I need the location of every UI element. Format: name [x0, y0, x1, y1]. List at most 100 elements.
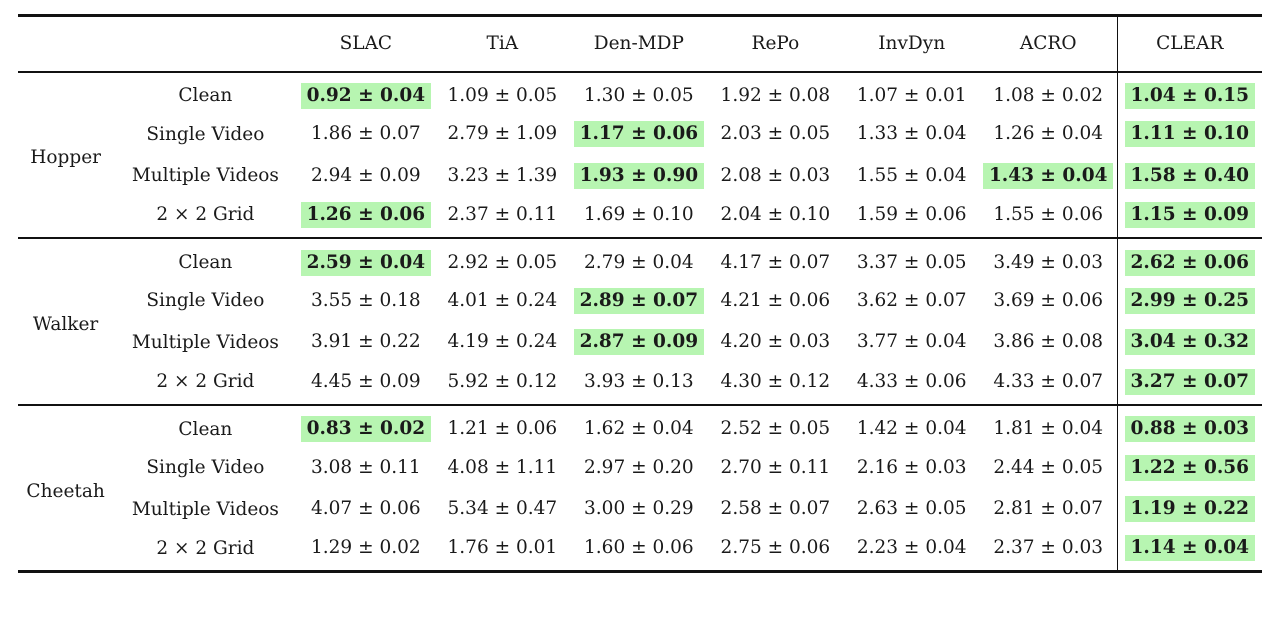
cell-repo: 2.58 ± 0.07: [707, 488, 843, 530]
best-value: 2.62 ± 0.06: [1124, 249, 1256, 276]
best-value: 2.99 ± 0.25: [1124, 287, 1256, 314]
value: 1.92 ± 0.08: [720, 84, 831, 106]
cell-invdyn: 2.23 ± 0.04: [844, 530, 980, 572]
value: 2.58 ± 0.07: [720, 498, 831, 520]
condition-label: Clean: [178, 85, 233, 107]
header-invdyn: InvDyn: [878, 33, 946, 55]
best-value: 1.58 ± 0.40: [1124, 162, 1256, 189]
cell-tia: 2.79 ± 1.09: [434, 113, 570, 155]
cell-invdyn: 2.63 ± 0.05: [844, 488, 980, 530]
best-value: 1.11 ± 0.10: [1124, 121, 1256, 148]
value: 4.30 ± 0.12: [720, 370, 831, 392]
value: 1.42 ± 0.04: [856, 418, 967, 440]
value: 2.97 ± 0.20: [584, 456, 694, 478]
cell-invdyn: 2.16 ± 0.03: [844, 447, 980, 489]
header-empty-condition: [113, 16, 297, 72]
value: 3.00 ± 0.29: [584, 498, 694, 520]
value: 1.08 ± 0.02: [993, 84, 1104, 106]
value: 2.79 ± 0.04: [584, 251, 694, 273]
cell-invdyn: 3.62 ± 0.07: [844, 280, 980, 322]
cell-den-mdp: 1.30 ± 0.05: [571, 72, 708, 114]
value: 1.21 ± 0.06: [447, 418, 558, 440]
cell-repo: 2.03 ± 0.05: [707, 113, 843, 155]
cell-den-mdp: 1.17 ± 0.06: [571, 113, 708, 155]
cell-clear: 2.99 ± 0.25: [1116, 279, 1262, 322]
cell-den-mdp: 2.87 ± 0.09: [571, 322, 708, 364]
cell-den-mdp: 1.60 ± 0.06: [571, 530, 708, 572]
value: 1.59 ± 0.06: [856, 203, 967, 225]
cell-tia: 3.23 ± 1.39: [434, 155, 570, 197]
cell-den-mdp: 2.97 ± 0.20: [571, 447, 708, 489]
cell-repo: 2.08 ± 0.03: [707, 155, 843, 197]
table-row: Multiple Videos 3.91 ± 0.22 4.19 ± 0.24 2.8…: [18, 321, 1262, 364]
table-row: Single Video 1.86 ± 0.07 2.79 ± 1.09 1.17 ±…: [18, 113, 1262, 155]
table-row: Hopper Clean 0.92 ± 0.04 1.09 ± 0.05 1.30 ± …: [18, 71, 1262, 168]
best-value: 1.19 ± 0.22: [1124, 496, 1256, 523]
value: 1.62 ± 0.04: [584, 418, 694, 440]
cell-tia: 5.34 ± 0.47: [434, 488, 570, 530]
group-walker: Walker Clean 2.59 ± 0.04 2.92 ± 0.05 2.79 ± …: [18, 238, 1262, 405]
cell-slac: 2.59 ± 0.04: [298, 238, 435, 280]
cell-den-mdp: 2.79 ± 0.04: [571, 238, 708, 280]
value: 2.04 ± 0.10: [720, 203, 831, 225]
cell-den-mdp: 1.62 ± 0.04: [571, 405, 708, 447]
value: 1.26 ± 0.04: [993, 123, 1104, 145]
condition-label: Single Video: [146, 123, 265, 145]
value: 1.29 ± 0.02: [311, 537, 421, 559]
value: 5.34 ± 0.47: [447, 498, 558, 520]
value: 3.69 ± 0.06: [993, 289, 1104, 311]
value: 2.75 ± 0.06: [720, 537, 831, 559]
table-row: 2 × 2 Grid 1.26 ± 0.06 2.37 ± 0.11 1.69 ± 0…: [18, 196, 1262, 239]
cell-acro: 2.37 ± 0.03: [980, 530, 1117, 572]
value: 1.60 ± 0.06: [584, 537, 694, 559]
cell-repo: 2.70 ± 0.11: [707, 447, 843, 489]
table-row: Cheetah Clean 0.83 ± 0.02 1.21 ± 0.06 1.62 ±…: [18, 405, 1262, 502]
group-cheetah: Cheetah Clean 0.83 ± 0.02 1.21 ± 0.06 1.62 ±…: [18, 405, 1262, 572]
cell-den-mdp: 3.00 ± 0.29: [571, 488, 708, 530]
table-header: SLAC TiA Den-MDP RePo InvDyn ACRO CLEAR: [18, 15, 1262, 72]
table-row: 2 × 2 Grid 4.45 ± 0.09 5.92 ± 0.12 3.93 ± 0…: [18, 363, 1262, 405]
table-row: Multiple Videos 4.07 ± 0.06 5.34 ± 0.47 3.0…: [18, 488, 1262, 531]
cell-acro: 1.26 ± 0.04: [980, 113, 1117, 155]
value: 1.55 ± 0.04: [856, 164, 967, 186]
cell-acro: 1.08 ± 0.02: [980, 72, 1117, 114]
cell-slac: 3.08 ± 0.11: [298, 447, 435, 489]
condition-label: Single Video: [146, 457, 265, 479]
value: 1.81 ± 0.04: [993, 418, 1104, 440]
condition-label: 2 × 2 Grid: [156, 204, 255, 226]
value: 4.19 ± 0.24: [447, 331, 558, 353]
cell-acro: 3.86 ± 0.08: [980, 322, 1117, 364]
cell-tia: 5.92 ± 0.12: [434, 363, 570, 405]
table-row: Walker Clean 2.59 ± 0.04 2.92 ± 0.05 2.79 ± …: [18, 238, 1262, 335]
cell-clear: 3.27 ± 0.07: [1116, 363, 1262, 405]
cell-repo: 4.21 ± 0.06: [707, 280, 843, 322]
best-value: 2.59 ± 0.04: [300, 249, 432, 276]
cell-clear: 1.58 ± 0.40: [1116, 154, 1262, 197]
cell-clear: 1.04 ± 0.15: [1116, 71, 1262, 114]
value: 2.70 ± 0.11: [720, 456, 831, 478]
cell-acro: 3.69 ± 0.06: [980, 280, 1117, 322]
cell-tia: 4.01 ± 0.24: [434, 280, 570, 322]
header-empty-group: [18, 16, 113, 72]
best-value: 0.83 ± 0.02: [300, 416, 432, 443]
value: 1.55 ± 0.06: [993, 203, 1104, 225]
cell-acro: 4.33 ± 0.07: [980, 363, 1117, 405]
cell-clear: 1.15 ± 0.09: [1116, 196, 1262, 239]
header-den-mdp: Den-MDP: [593, 33, 684, 55]
condition-label: Multiple Videos: [131, 165, 279, 187]
condition-label: 2 × 2 Grid: [156, 537, 255, 559]
cell-tia: 1.09 ± 0.05: [434, 72, 570, 114]
group-hopper: Hopper Clean 0.92 ± 0.04 1.09 ± 0.05 1.30 ± …: [18, 71, 1262, 239]
table-row: Multiple Videos 2.94 ± 0.09 3.23 ± 1.39 1.9…: [18, 154, 1262, 197]
header-slac: SLAC: [339, 33, 393, 55]
value: 3.08 ± 0.11: [311, 456, 421, 478]
best-value: 1.26 ± 0.06: [300, 201, 432, 228]
cell-invdyn: 4.33 ± 0.06: [844, 363, 980, 405]
cell-invdyn: 1.55 ± 0.04: [844, 155, 980, 197]
value: 4.01 ± 0.24: [447, 289, 558, 311]
cell-tia: 4.08 ± 1.11: [434, 447, 570, 489]
cell-clear: 2.62 ± 0.06: [1116, 238, 1262, 280]
table-row: Single Video 3.55 ± 0.18 4.01 ± 0.24 2.89 ±…: [18, 279, 1262, 322]
value: 5.92 ± 0.12: [447, 370, 558, 392]
value: 4.08 ± 1.11: [447, 456, 558, 478]
